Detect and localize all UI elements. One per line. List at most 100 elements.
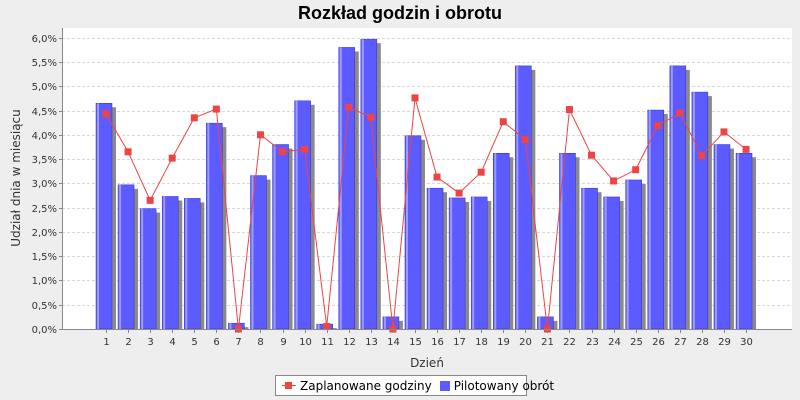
bar-highlight [185, 198, 188, 329]
legend-label: Pilotowany obrót [453, 378, 555, 393]
line-path [105, 97, 747, 330]
legend: Zaplanowane godziny Pilotowany obrót [275, 375, 554, 396]
x-tick-label: 28 [696, 337, 709, 348]
line-point [102, 110, 110, 118]
x-tick-label: 9 [280, 337, 286, 348]
y-tick-label: 2,0% [32, 228, 57, 239]
y-tick-label: 4,0% [32, 131, 57, 142]
bar-highlight [648, 110, 651, 329]
legend-label: Zaplanowane godziny [300, 378, 432, 393]
x-tick-label: 10 [299, 337, 312, 348]
bar-highlight [229, 323, 232, 329]
bar-highlight [626, 179, 629, 329]
line-point [190, 114, 198, 122]
y-axis-label: Udział dnia w miesiącu [9, 109, 23, 247]
line-point [212, 105, 220, 113]
line-point [632, 166, 640, 174]
x-tick-label: 26 [652, 337, 665, 348]
y-tick-label: 1,5% [32, 252, 57, 263]
bar-highlight [450, 197, 453, 329]
line-point [411, 94, 419, 102]
x-tick-label: 21 [541, 337, 554, 348]
bar-highlight [582, 188, 585, 329]
line-point [499, 118, 507, 126]
bar-series [95, 38, 757, 330]
bar-highlight [714, 144, 717, 329]
bar-highlight [361, 39, 364, 329]
x-tick-label: 16 [431, 337, 444, 348]
line-point [433, 173, 441, 181]
x-tick-label: 29 [718, 337, 731, 348]
line-point [654, 122, 662, 130]
x-tick-label: 4 [169, 337, 175, 348]
line-series [102, 94, 750, 333]
line-point [742, 145, 750, 153]
x-tick-label: 7 [235, 337, 241, 348]
y-tick-label: 5,5% [32, 58, 57, 69]
bar-highlight [251, 175, 254, 329]
line-point [588, 151, 596, 159]
bar-highlight [670, 65, 673, 330]
x-tick-label: 14 [387, 337, 400, 348]
bar-highlight [141, 208, 144, 329]
y-tick-label: 3,5% [32, 155, 57, 166]
bar-highlight [516, 65, 519, 330]
bar-highlight [383, 316, 386, 329]
bar-swatch-icon [439, 380, 450, 391]
line-point [279, 148, 287, 156]
legend-item-piloted-turnover: Pilotowany obrót [439, 378, 555, 393]
bar-highlight [97, 103, 99, 329]
legend-item-planned-hours: Zaplanowane godziny [282, 379, 432, 393]
line-point [301, 145, 309, 153]
line-point [477, 168, 485, 176]
x-tick-label: 27 [674, 337, 687, 348]
line-point [323, 323, 331, 331]
x-tick-label: 12 [343, 337, 356, 348]
bar-highlight [317, 324, 320, 329]
x-tick-label: 13 [365, 337, 378, 348]
x-tick-label: 5 [191, 337, 197, 348]
line-point [565, 106, 573, 114]
bar-highlight [273, 144, 276, 329]
line-point [256, 131, 264, 139]
line-point [698, 152, 706, 160]
line-point [367, 113, 375, 121]
chart-title: Rozkład godzin i obrotu [298, 3, 502, 23]
line-point [521, 136, 529, 144]
y-tick-label: 1,0% [32, 276, 57, 287]
y-tick-label: 3,0% [32, 179, 57, 190]
x-tick-label: 30 [740, 337, 753, 348]
bar-highlight [207, 123, 210, 329]
line-point [345, 103, 353, 111]
line-point [168, 154, 176, 162]
line-point [676, 109, 684, 117]
x-tick-label: 15 [409, 337, 422, 348]
x-tick-label: 17 [453, 337, 466, 348]
x-tick-label: 1 [103, 337, 109, 348]
x-tick-label: 3 [147, 337, 153, 348]
y-tick-label: 5,0% [32, 82, 57, 93]
bar-highlight [295, 100, 298, 330]
bar-highlight [163, 196, 166, 329]
y-tick-label: 2,5% [32, 204, 57, 215]
x-tick-label: 25 [630, 337, 643, 348]
line-point [146, 196, 154, 204]
x-tick-label: 6 [213, 337, 219, 348]
x-tick-label: 11 [321, 337, 334, 348]
line-point [720, 128, 728, 136]
line-point [455, 189, 463, 197]
x-axis-label: Dzień [410, 356, 444, 370]
y-tick-label: 0,5% [32, 301, 57, 312]
x-tick-label: 20 [519, 337, 532, 348]
bar-highlight [538, 316, 541, 329]
bar-highlight [604, 196, 607, 329]
axes: 0,0% 0,5% 1,0% 1,5% 2,0% 2,5% 3,0% 3,5% 4,0% 4,5%… [32, 28, 792, 348]
y-tick-label: 0,0% [32, 325, 57, 336]
x-tick-label: 19 [497, 337, 510, 348]
bar-highlight [560, 153, 563, 329]
line-point [124, 148, 132, 156]
line-marker-icon [282, 381, 296, 391]
x-tick-label: 18 [475, 337, 488, 348]
bar-highlight [405, 135, 408, 329]
